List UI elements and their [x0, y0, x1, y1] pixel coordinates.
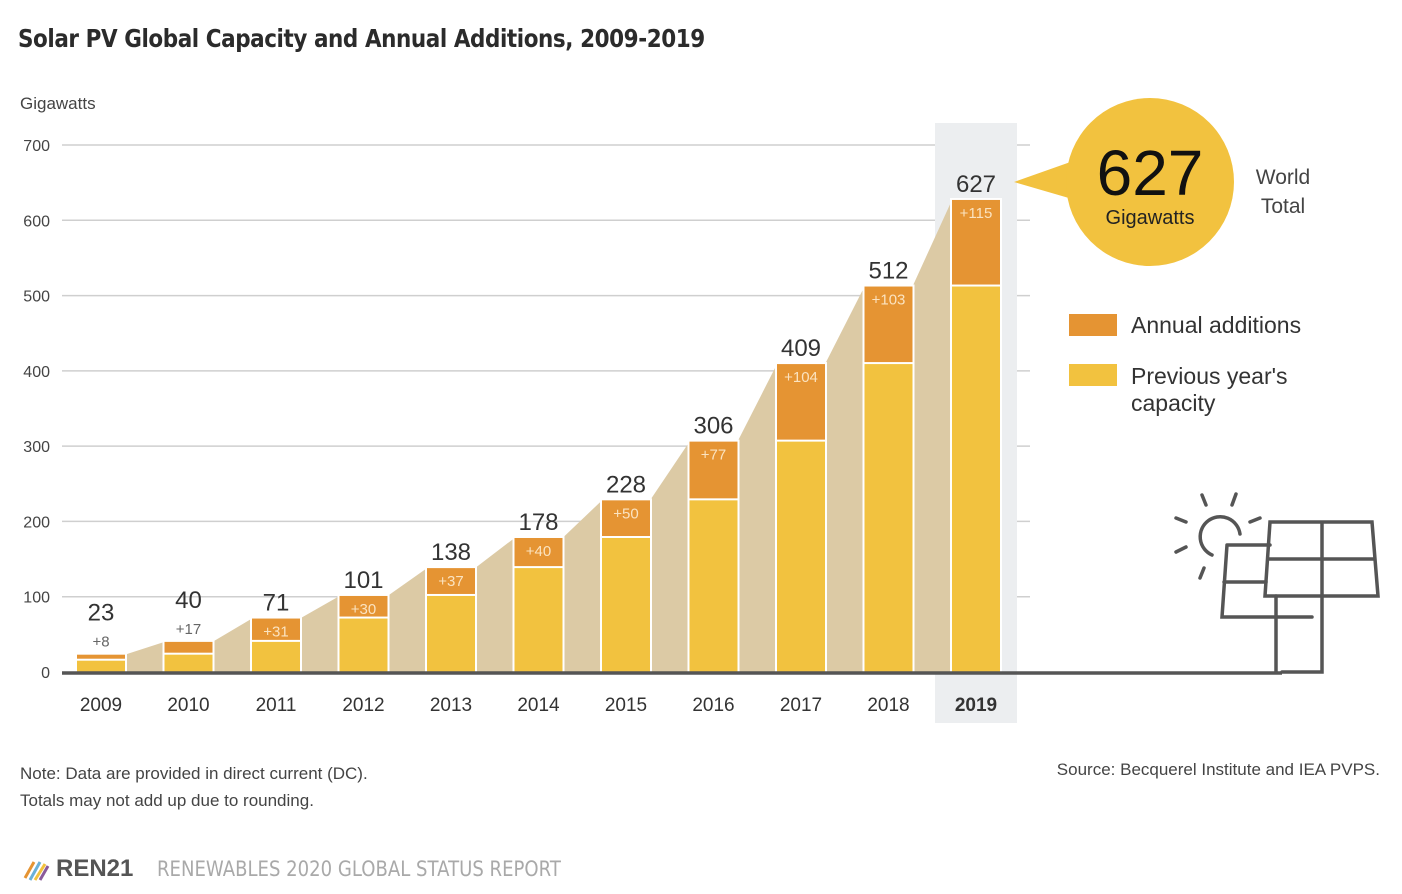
- bar-previous-2009: [77, 660, 125, 672]
- bar-previous-2019: [952, 286, 1000, 672]
- bar-labels: 23 +8 40 +17 71 +31 101 +30 138 +37 178 +40 228 +50 30…: [88, 171, 996, 651]
- bar-addition-2017: [777, 364, 825, 440]
- total-label-2019: 627: [956, 171, 996, 198]
- y-tick-300: 300: [23, 439, 50, 456]
- total-label-2013: 138: [431, 539, 471, 566]
- addition-label-2011: +31: [263, 624, 288, 641]
- legend-swatch-annual-additions: [1069, 314, 1117, 336]
- x-tick-2019: 2019: [955, 695, 997, 716]
- total-label-2009: 23: [88, 600, 115, 627]
- bar-previous-2010: [164, 654, 213, 672]
- total-label-2017: 409: [781, 335, 821, 362]
- bar-addition-2009: [77, 654, 125, 659]
- world-total-callout: 627 Gigawatts World Total: [1014, 98, 1310, 266]
- x-tick-2018: 2018: [867, 695, 909, 716]
- chart-source: Source: Becquerel Institute and IEA PVPS…: [1056, 760, 1380, 779]
- callout-value: 627: [1097, 137, 1204, 209]
- total-label-2011: 71: [263, 590, 290, 617]
- x-tick-labels: 2009 2010 2011 2012 2013 2014 2015 2016 2017 2018…: [80, 695, 997, 716]
- addition-label-2014: +40: [526, 543, 551, 560]
- bar-addition-2012: [339, 595, 388, 617]
- callout-side-line2: Total: [1261, 195, 1305, 218]
- y-axis-label: Gigawatts: [20, 94, 96, 113]
- legend-label-previous-capacity-line2: capacity: [1131, 390, 1216, 416]
- addition-label-2012: +30: [351, 601, 376, 618]
- y-tick-400: 400: [23, 364, 50, 381]
- footer: REN21 RENEWABLES 2020 GLOBAL STATUS REPO…: [22, 855, 627, 883]
- ren21-brand: REN21: [56, 855, 134, 882]
- legend-swatch-previous-capacity: [1069, 364, 1117, 386]
- x-tick-2010: 2010: [167, 695, 209, 716]
- legend-label-annual-additions: Annual additions: [1131, 312, 1301, 338]
- addition-label-2015: +50: [613, 505, 638, 522]
- callout-unit: Gigawatts: [1106, 207, 1195, 229]
- legend: Annual additions Previous year's capacit…: [1069, 312, 1301, 416]
- y-tick-600: 600: [23, 213, 50, 230]
- bar-previous-2016: [689, 500, 738, 672]
- bar-previous-2015: [602, 537, 650, 672]
- bar-addition-2010: [164, 641, 213, 653]
- bar-addition-2015: [602, 500, 650, 536]
- bars: [75, 197, 1002, 673]
- total-label-2012: 101: [343, 567, 383, 594]
- total-label-2015: 228: [606, 471, 646, 498]
- addition-label-2019: +115: [960, 205, 993, 222]
- bar-previous-2017: [777, 441, 825, 672]
- bar-previous-2018: [864, 364, 913, 672]
- y-tick-labels: 0 100 200 300 400 500 600 700: [23, 138, 50, 682]
- y-tick-100: 100: [23, 590, 50, 607]
- growth-area: [77, 199, 1000, 673]
- addition-label-2009: +8: [92, 634, 109, 651]
- bar-addition-2014: [514, 537, 563, 567]
- solar-panel-icon: [1174, 492, 1380, 674]
- total-label-2016: 306: [693, 413, 733, 440]
- total-label-2010: 40: [175, 587, 202, 614]
- y-tick-200: 200: [23, 514, 50, 531]
- bar-addition-2016: [689, 441, 738, 499]
- total-label-2018: 512: [868, 258, 908, 285]
- bar-previous-2014: [514, 568, 563, 672]
- note-line-1: Note: Data are provided in direct curren…: [20, 764, 368, 783]
- chart-title: Solar PV Global Capacity and Annual Addi…: [18, 24, 705, 53]
- bar-addition-2011: [252, 618, 300, 640]
- addition-label-2017: +104: [784, 369, 818, 386]
- x-tick-2011: 2011: [256, 695, 297, 716]
- x-tick-2015: 2015: [605, 695, 647, 716]
- bar-addition-2013: [427, 568, 475, 594]
- bar-addition-2018: [864, 286, 913, 363]
- y-tick-0: 0: [41, 665, 50, 682]
- bar-previous-2012: [339, 618, 388, 672]
- sun-icon: [1198, 515, 1242, 557]
- chart-note: Note: Data are provided in direct curren…: [20, 760, 368, 814]
- note-line-2: Totals may not add up due to rounding.: [20, 791, 314, 810]
- x-tick-2009: 2009: [80, 695, 122, 716]
- addition-label-2010: +17: [176, 621, 201, 638]
- x-tick-2013: 2013: [430, 695, 472, 716]
- addition-label-2018: +103: [872, 292, 906, 309]
- ren21-logo-icon: [23, 861, 50, 881]
- bar-previous-2013: [427, 595, 475, 672]
- total-label-2014: 178: [518, 509, 558, 536]
- bar-previous-2011: [252, 641, 300, 672]
- y-tick-700: 700: [23, 138, 50, 155]
- callout-circle: [1066, 98, 1234, 266]
- x-tick-2016: 2016: [692, 695, 734, 716]
- x-tick-2012: 2012: [342, 695, 384, 716]
- addition-label-2016: +77: [701, 447, 726, 464]
- legend-label-previous-capacity-line1: Previous year's: [1131, 363, 1288, 389]
- bar-addition-2019: [952, 199, 1000, 285]
- addition-label-2013: +37: [438, 573, 463, 590]
- x-tick-2017: 2017: [780, 695, 822, 716]
- y-tick-500: 500: [23, 289, 50, 306]
- x-tick-2014: 2014: [517, 695, 560, 716]
- callout-side-line1: World: [1256, 166, 1310, 189]
- report-title: RENEWABLES 2020 GLOBAL STATUS REPORT: [157, 857, 562, 881]
